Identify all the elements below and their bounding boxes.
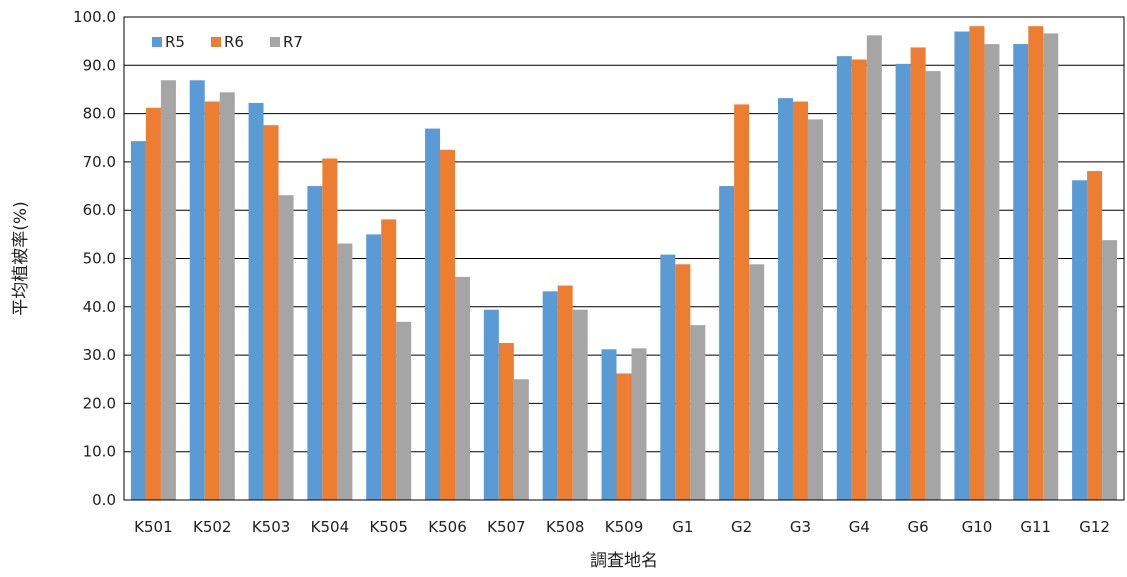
bar-R5-G3: [777, 98, 793, 501]
bar-R6-G3: [792, 101, 808, 501]
bar-R7-K509: [631, 348, 647, 500]
bar-R7-G3: [807, 119, 823, 501]
bar-R7-G2: [749, 264, 765, 500]
bar-R6-K505: [381, 219, 397, 500]
bar-R5-G1: [660, 254, 676, 500]
legend-label-R6: R6: [224, 33, 244, 51]
bar-R7-G1: [690, 325, 706, 500]
y-tick-label: 100.0: [73, 8, 116, 26]
bar-R5-G12: [1072, 180, 1088, 500]
bar-R7-K501: [160, 80, 176, 500]
bar-R7-K508: [572, 309, 588, 500]
bar-R7-K507: [513, 379, 529, 500]
bar-R6-G6: [910, 47, 926, 500]
y-tick-label: 0.0: [92, 491, 116, 509]
x-tick-label: K507: [487, 518, 525, 536]
legend-label-R7: R7: [283, 33, 303, 51]
y-tick-labels: 0.0 10.0 20.0 30.0 40.0 50.0 60.0 70.0 80.0 90.0 1…: [73, 8, 116, 509]
bar-R5-G4: [836, 56, 852, 501]
bar-R5-K506: [425, 128, 441, 500]
bar-R5-K507: [483, 309, 499, 500]
x-tick-label: G4: [849, 518, 870, 536]
x-tick-label: K508: [546, 518, 584, 536]
bar-R7-K506: [455, 276, 471, 500]
bars: [130, 26, 1118, 501]
x-tick-label: G11: [1020, 518, 1051, 536]
bar-R7-K502: [219, 92, 235, 501]
bar-R6-K501: [145, 107, 161, 500]
y-tick-label: 10.0: [83, 443, 116, 461]
x-tick-label: G6: [908, 518, 929, 536]
x-axis-title: 調査地名: [590, 551, 658, 571]
bar-R5-K504: [307, 186, 323, 501]
bar-R6-G1: [675, 264, 691, 500]
y-tick-label: 90.0: [83, 56, 116, 74]
bar-R7-K504: [337, 243, 353, 501]
bar-R5-K505: [366, 234, 382, 500]
bar-R6-K504: [322, 158, 338, 501]
bar-R7-G12: [1102, 240, 1118, 500]
legend: R5 R6 R7: [152, 33, 303, 51]
y-tick-label: 60.0: [83, 201, 116, 219]
x-tick-label: G10: [962, 518, 993, 536]
y-tick-label: 30.0: [83, 346, 116, 364]
bar-R7-G4: [866, 35, 882, 500]
legend-swatch-R7: [270, 37, 280, 47]
y-axis-title: 平均植被率(%): [11, 201, 31, 315]
bar-R7-G11: [1043, 33, 1059, 501]
legend-swatch-R6: [211, 37, 221, 47]
x-tick-label: K501: [134, 518, 172, 536]
bar-R6-K507: [498, 343, 514, 500]
bar-R7-K505: [396, 321, 412, 500]
bar-R5-K509: [601, 349, 617, 500]
bar-R7-G6: [925, 71, 941, 500]
x-tick-label: K505: [369, 518, 407, 536]
bar-R5-G2: [719, 186, 735, 501]
bar-R6-G11: [1028, 26, 1044, 500]
bar-R7-K503: [278, 195, 294, 501]
y-tick-label: 70.0: [83, 153, 116, 171]
bar-R5-G11: [1013, 44, 1029, 500]
bar-R5-K502: [189, 80, 205, 500]
bar-R6-K506: [440, 149, 456, 500]
bar-R6-K508: [557, 285, 573, 500]
bar-R7-G10: [984, 44, 1000, 500]
bar-R5-K503: [248, 102, 264, 500]
x-tick-label: K509: [605, 518, 643, 536]
plot-frame: [123, 16, 1125, 501]
bar-R6-K502: [204, 101, 220, 501]
x-tick-label: K502: [193, 518, 231, 536]
x-tick-label: K504: [311, 518, 349, 536]
legend-label-R5: R5: [165, 33, 185, 51]
x-tick-label: G1: [672, 518, 693, 536]
y-tick-label: 20.0: [83, 394, 116, 412]
bar-R5-G10: [954, 31, 970, 501]
bar-R6-G10: [969, 26, 985, 500]
bar-R6-K509: [616, 373, 632, 500]
bar-R5-K508: [542, 291, 558, 500]
bar-R6-K503: [263, 125, 279, 500]
legend-swatch-R5: [152, 37, 162, 47]
x-tick-label: K503: [252, 518, 290, 536]
bar-R5-K501: [130, 141, 146, 501]
bar-R5-G6: [895, 63, 911, 500]
y-tick-label: 50.0: [83, 250, 116, 268]
bar-R6-G2: [734, 104, 750, 500]
x-tick-label: G12: [1079, 518, 1110, 536]
x-tick-label: G3: [790, 518, 811, 536]
y-tick-label: 80.0: [83, 105, 116, 123]
bar-R6-G12: [1087, 171, 1103, 500]
x-tick-label: G2: [731, 518, 752, 536]
y-tick-label: 40.0: [83, 298, 116, 316]
bar-R6-G4: [851, 59, 867, 501]
x-tick-labels: K501 K502 K503 K504 K505 K506 K507 K508 K509 G1 G2…: [134, 518, 1110, 536]
x-tick-label: K506: [428, 518, 466, 536]
